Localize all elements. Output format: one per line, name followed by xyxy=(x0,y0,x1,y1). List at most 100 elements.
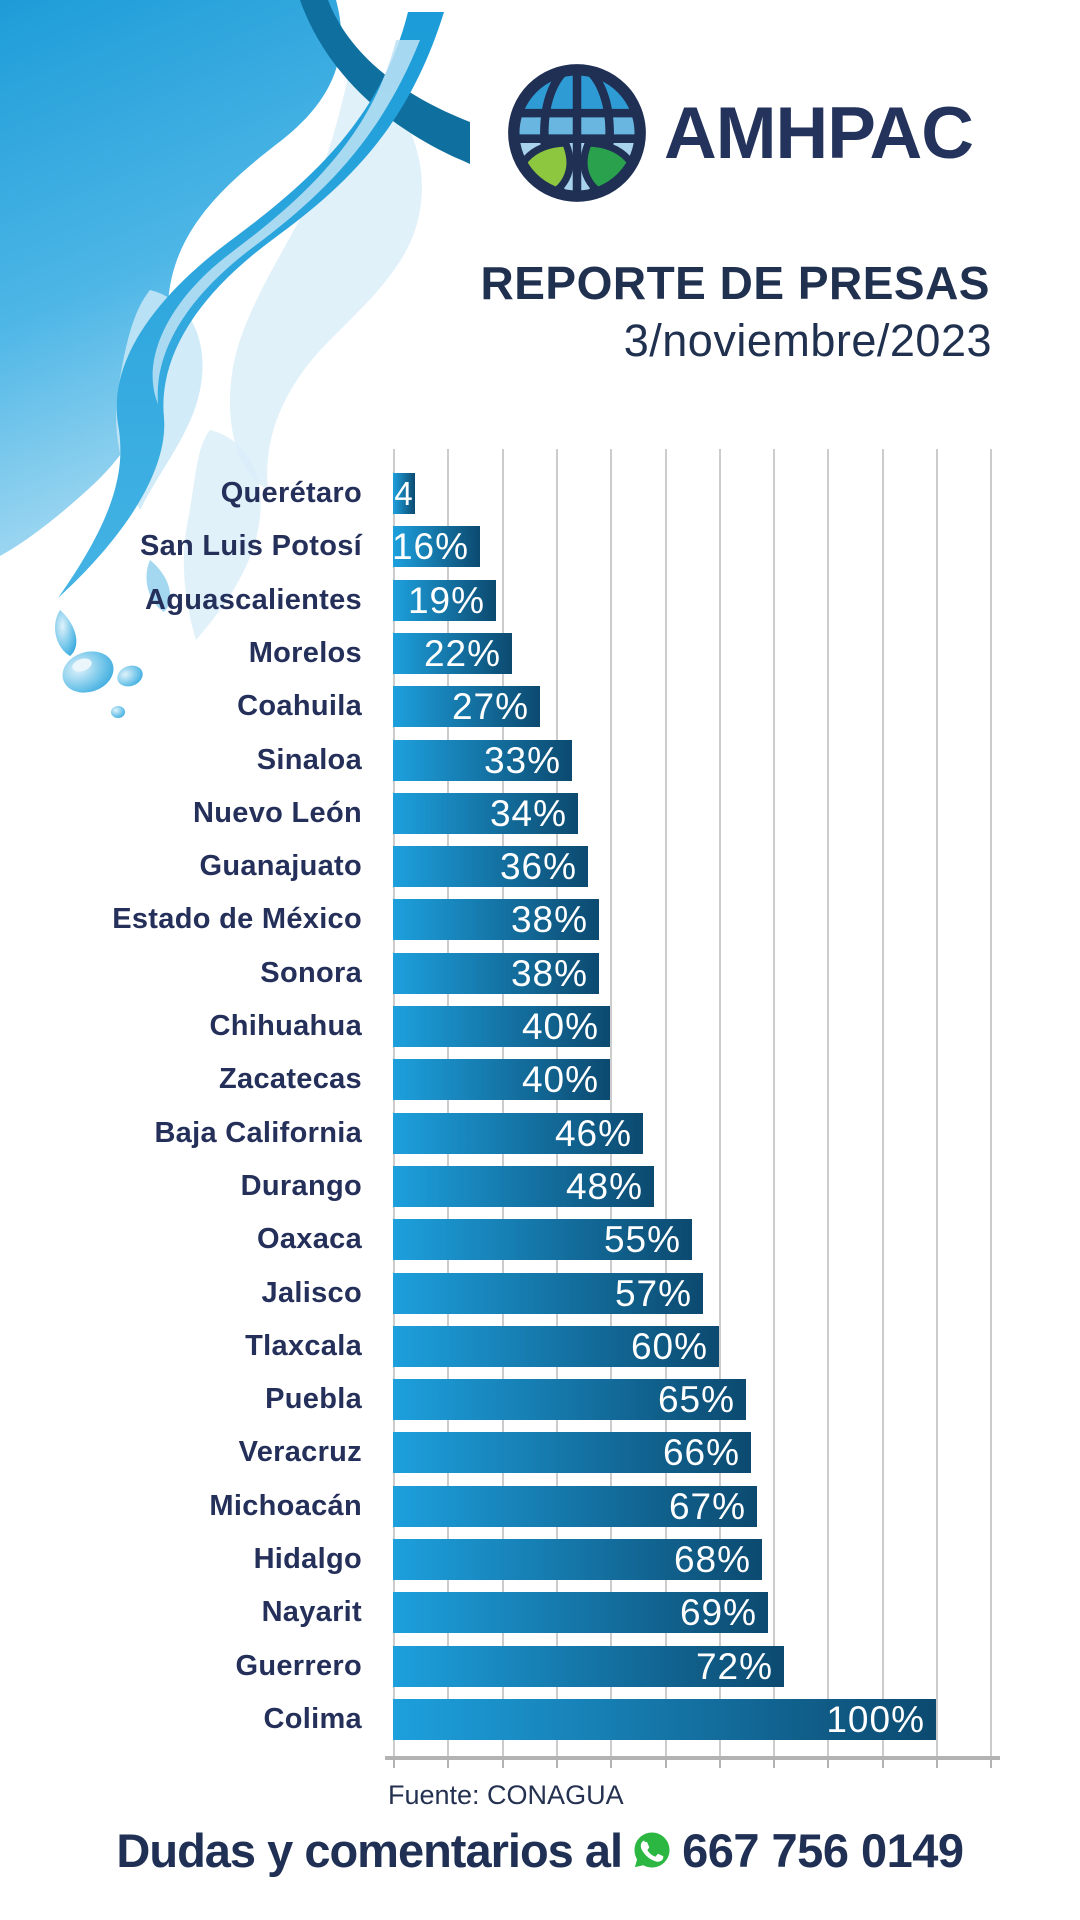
bar-value-label: 65% xyxy=(657,1378,735,1420)
gridline-0-percent xyxy=(393,449,395,1756)
state-label: Querétaro xyxy=(220,477,362,509)
bar: 38% xyxy=(393,899,599,940)
amhpac-logo globe-leaves-icon xyxy=(508,64,646,202)
bar: 48% xyxy=(393,1166,654,1207)
bar: 40% xyxy=(393,1059,610,1100)
gridline-50-percent xyxy=(665,449,667,1756)
state-label: Guerrero xyxy=(235,1650,362,1682)
bar: 16% xyxy=(391,525,480,567)
axis-tick xyxy=(665,1756,667,1768)
axis-tick xyxy=(719,1756,721,1768)
bar: 65% xyxy=(393,1379,746,1420)
bar-value-label: 40% xyxy=(521,1058,599,1100)
state-label: Guanajuato xyxy=(199,850,362,882)
gridline-20-percent xyxy=(502,449,504,1756)
bar: 100% xyxy=(393,1699,936,1740)
gridline-70-percent xyxy=(773,449,775,1756)
axis-tick xyxy=(556,1756,558,1768)
bar: 46% xyxy=(393,1113,643,1154)
bar-value-label: 46% xyxy=(554,1112,632,1154)
state-label: Aguascalientes xyxy=(145,584,362,616)
state-label: Jalisco xyxy=(261,1277,362,1309)
bar: 66% xyxy=(393,1432,751,1473)
bar: 57% xyxy=(393,1273,703,1314)
state-label: Sonora xyxy=(260,957,362,989)
bar-value-label: 66% xyxy=(662,1431,740,1473)
state-label: Michoacán xyxy=(209,1490,362,1522)
whatsapp-icon xyxy=(634,1832,670,1868)
bar-value-label: 19% xyxy=(407,579,485,621)
bar-value-label: 72% xyxy=(695,1645,773,1687)
footer-phone-number: 667 756 0149 xyxy=(682,1823,964,1877)
bar-value-label: 38% xyxy=(510,952,588,994)
bar: 22% xyxy=(393,633,512,674)
gridline-90-percent xyxy=(882,449,884,1756)
state-label: Coahuila xyxy=(237,690,362,722)
bar: 72% xyxy=(393,1646,784,1687)
report-date: 3/noviembre/2023 xyxy=(623,315,992,366)
footer-contact: Dudas y comentarios al 667 756 0149 xyxy=(0,1820,1080,1880)
gridline-40-percent xyxy=(610,449,612,1756)
water-splash-decoration xyxy=(0,0,470,718)
gridline-100-percent xyxy=(936,449,938,1756)
axis-tick xyxy=(882,1756,884,1768)
report-title: REPORTE DE PRESAS xyxy=(480,257,990,309)
bar: 40% xyxy=(393,1006,610,1047)
bar-value-label: 69% xyxy=(679,1591,757,1633)
gridline-30-percent xyxy=(556,449,558,1756)
axis-tick xyxy=(502,1756,504,1768)
state-label: Hidalgo xyxy=(253,1543,362,1575)
state-label: Oaxaca xyxy=(257,1223,362,1255)
state-label: Puebla xyxy=(265,1383,362,1415)
axis-tick xyxy=(990,1756,992,1768)
x-axis-baseline xyxy=(385,1756,1000,1760)
axis-tick xyxy=(773,1756,775,1768)
bar: 33% xyxy=(393,740,572,781)
axis-tick xyxy=(610,1756,612,1768)
axis-tick xyxy=(827,1756,829,1768)
bar: 55% xyxy=(393,1219,692,1260)
bar-value-label: 16% xyxy=(391,525,469,567)
gridline-10-percent xyxy=(447,449,449,1756)
state-label: Nayarit xyxy=(261,1596,362,1628)
bar: 60% xyxy=(393,1326,719,1367)
bar: 19% xyxy=(393,580,496,621)
state-label: San Luis Potosí xyxy=(139,530,362,562)
bar: 36% xyxy=(393,846,588,887)
bar: 67% xyxy=(393,1486,757,1527)
bar: 69% xyxy=(393,1592,768,1633)
state-label: Durango xyxy=(240,1170,362,1202)
bar: 38% xyxy=(393,953,599,994)
brand-name: AMHPAC xyxy=(664,92,974,174)
axis-tick xyxy=(936,1756,938,1768)
bar: 27% xyxy=(393,686,540,727)
bar-value-label: 57% xyxy=(614,1272,692,1314)
bar-value-label: 40% xyxy=(521,1005,599,1047)
state-label: Baja California xyxy=(154,1117,362,1149)
state-label: Colima xyxy=(263,1703,362,1735)
bar-value-label: 60% xyxy=(630,1325,708,1367)
bar-value-label: 34% xyxy=(489,792,567,834)
bar-value-label: 22% xyxy=(423,632,501,674)
source-note: Fuente: CONAGUA xyxy=(388,1780,624,1810)
state-label: Morelos xyxy=(248,637,362,669)
bar-value-label: 4 xyxy=(394,474,414,512)
bar-value-label: 67% xyxy=(668,1485,746,1527)
state-label: Chihuahua xyxy=(209,1010,362,1042)
state-label: Tlaxcala xyxy=(245,1330,362,1362)
bar: 68% xyxy=(393,1539,762,1580)
state-label: Zacatecas xyxy=(219,1063,362,1095)
bar-value-label: 48% xyxy=(565,1165,643,1207)
state-label: Veracruz xyxy=(238,1436,362,1468)
state-label: Sinaloa xyxy=(256,744,362,776)
bar-value-label: 36% xyxy=(499,845,577,887)
axis-tick xyxy=(393,1756,395,1768)
state-label: Nuevo León xyxy=(193,797,362,829)
gridline-80-percent xyxy=(827,449,829,1756)
footer-text: Dudas y comentarios al xyxy=(116,1823,623,1877)
axis-tick xyxy=(447,1756,449,1768)
bar-value-label: 33% xyxy=(483,739,561,781)
bar-value-label: 68% xyxy=(673,1538,751,1580)
